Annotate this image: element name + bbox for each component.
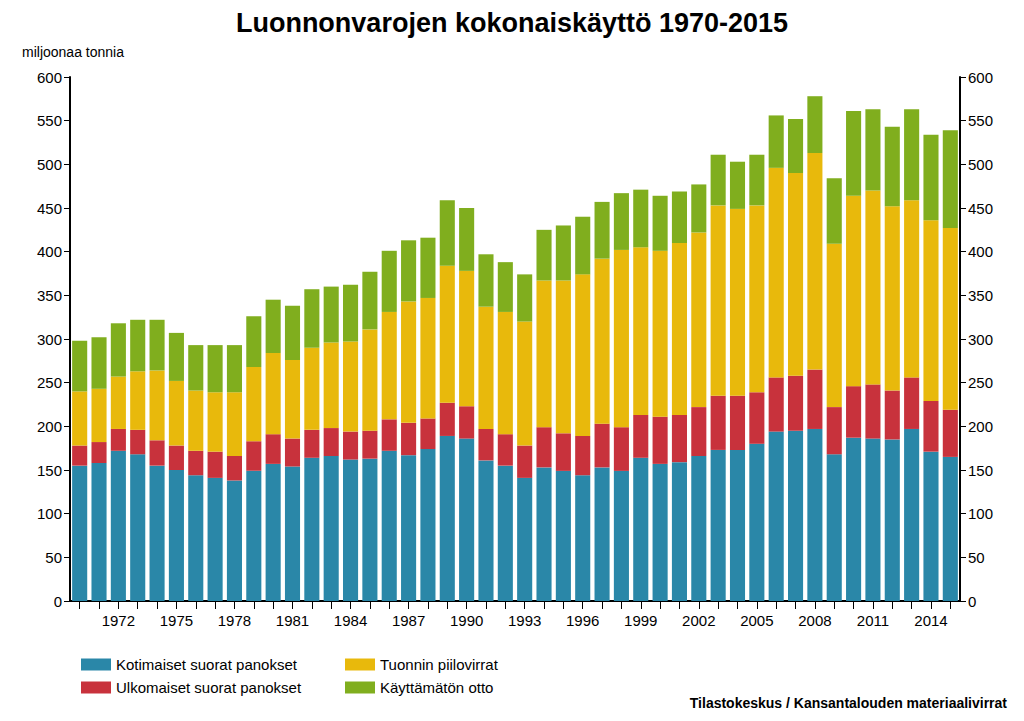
svg-text:200: 200 <box>968 418 993 435</box>
svg-text:Kotimaiset suorat panokset: Kotimaiset suorat panokset <box>116 656 298 673</box>
svg-text:0: 0 <box>968 593 976 610</box>
svg-text:1999: 1999 <box>624 612 657 629</box>
svg-text:600: 600 <box>968 69 993 86</box>
svg-text:600: 600 <box>37 69 62 86</box>
svg-text:350: 350 <box>37 287 62 304</box>
svg-text:1987: 1987 <box>392 612 425 629</box>
svg-text:500: 500 <box>968 156 993 173</box>
svg-text:200: 200 <box>37 418 62 435</box>
svg-text:400: 400 <box>968 243 993 260</box>
svg-text:2014: 2014 <box>914 612 947 629</box>
svg-text:1981: 1981 <box>276 612 309 629</box>
svg-text:1972: 1972 <box>102 612 135 629</box>
svg-text:1990: 1990 <box>450 612 483 629</box>
svg-text:2005: 2005 <box>740 612 773 629</box>
svg-text:Tilastokeskus / Kansantalouden: Tilastokeskus / Kansantalouden materiaal… <box>690 695 1008 711</box>
svg-text:1975: 1975 <box>160 612 193 629</box>
svg-text:500: 500 <box>37 156 62 173</box>
svg-text:2002: 2002 <box>682 612 715 629</box>
svg-text:1978: 1978 <box>218 612 251 629</box>
svg-text:150: 150 <box>37 462 62 479</box>
svg-text:Tuonnin piilovirrat: Tuonnin piilovirrat <box>380 656 499 673</box>
svg-text:50: 50 <box>968 549 985 566</box>
svg-text:400: 400 <box>37 243 62 260</box>
svg-text:Käyttämätön otto: Käyttämätön otto <box>380 679 493 696</box>
svg-text:350: 350 <box>968 287 993 304</box>
svg-text:miljoonaa tonnia: miljoonaa tonnia <box>22 44 124 60</box>
svg-text:Ulkomaiset suorat panokset: Ulkomaiset suorat panokset <box>116 679 302 696</box>
svg-text:2011: 2011 <box>857 612 889 629</box>
svg-text:150: 150 <box>968 462 993 479</box>
svg-text:550: 550 <box>37 112 62 129</box>
svg-text:2008: 2008 <box>798 612 831 629</box>
svg-text:100: 100 <box>968 505 993 522</box>
svg-text:1993: 1993 <box>508 612 541 629</box>
svg-text:1984: 1984 <box>334 612 367 629</box>
svg-text:100: 100 <box>37 505 62 522</box>
svg-text:1996: 1996 <box>566 612 599 629</box>
svg-text:300: 300 <box>37 331 62 348</box>
svg-text:250: 250 <box>968 374 993 391</box>
svg-text:450: 450 <box>37 200 62 217</box>
svg-text:250: 250 <box>37 374 62 391</box>
svg-text:450: 450 <box>968 200 993 217</box>
svg-text:300: 300 <box>968 331 993 348</box>
svg-text:0: 0 <box>54 593 62 610</box>
svg-text:50: 50 <box>45 549 62 566</box>
svg-text:Luonnonvarojen kokonaiskäyttö: Luonnonvarojen kokonaiskäyttö 1970-2015 <box>236 8 788 38</box>
svg-text:550: 550 <box>968 112 993 129</box>
